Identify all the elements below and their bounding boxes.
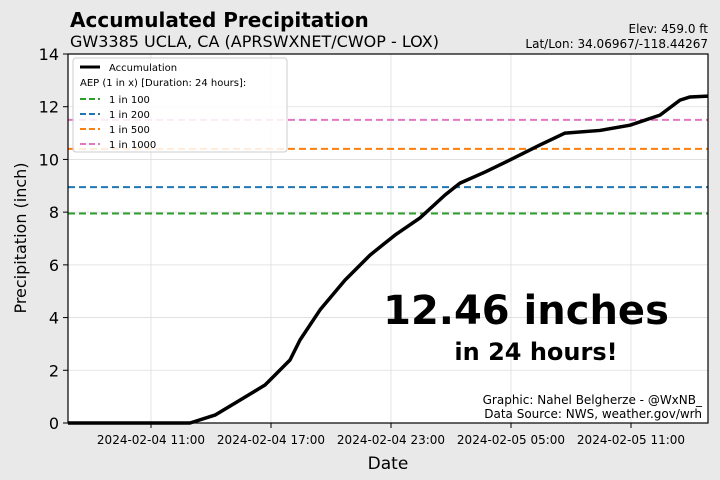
data-source: Data Source: NWS, weather.gov/wrh — [484, 407, 702, 421]
chart-title: Accumulated Precipitation — [70, 8, 369, 32]
x-tick-label: 2024-02-05 11:00 — [577, 433, 685, 447]
y-tick-label: 8 — [49, 203, 59, 222]
x-axis-label: Date — [368, 454, 409, 474]
legend-label: 1 in 100 — [109, 95, 150, 106]
y-tick-label: 12 — [39, 98, 59, 117]
duration-annotation: in 24 hours! — [454, 338, 617, 366]
x-tick-label: 2024-02-05 05:00 — [457, 433, 565, 447]
plot-frame — [67, 53, 709, 424]
accumulation-line — [68, 94, 709, 425]
station-subtitle: GW3385 UCLA, CA (APRSWXNET/CWOP - LOX) — [70, 32, 439, 51]
y-tick-label: 0 — [49, 414, 59, 433]
legend-label: 1 in 500 — [109, 125, 150, 136]
y-axis-label: Precipitation (inch) — [11, 162, 30, 313]
y-tick-label: 10 — [39, 150, 59, 169]
lat-lon: Lat/Lon: 34.06967/-118.44267 — [525, 37, 708, 51]
big-total-annotation: 12.46 inches — [383, 288, 669, 334]
y-tick-label: 2 — [49, 361, 59, 380]
x-tick-label: 2024-02-04 17:00 — [217, 433, 325, 447]
legend-label: 1 in 1000 — [109, 140, 156, 151]
legend-label: Accumulation — [109, 63, 177, 74]
x-tick-label: 2024-02-04 11:00 — [97, 433, 205, 447]
y-tick-label: 4 — [49, 309, 59, 328]
y-tick-label: 6 — [49, 256, 59, 275]
graphic-credit: Graphic: Nahel Belgherze - @WxNB_ — [483, 393, 703, 407]
legend-heading: AEP (1 in x) [Duration: 24 hours]: — [80, 78, 246, 89]
legend-box — [72, 57, 288, 153]
y-tick-label: 14 — [39, 45, 59, 64]
elevation: Elev: 459.0 ft — [628, 22, 709, 36]
legend-label: 1 in 200 — [109, 110, 150, 121]
x-tick-label: 2024-02-04 23:00 — [337, 433, 445, 447]
